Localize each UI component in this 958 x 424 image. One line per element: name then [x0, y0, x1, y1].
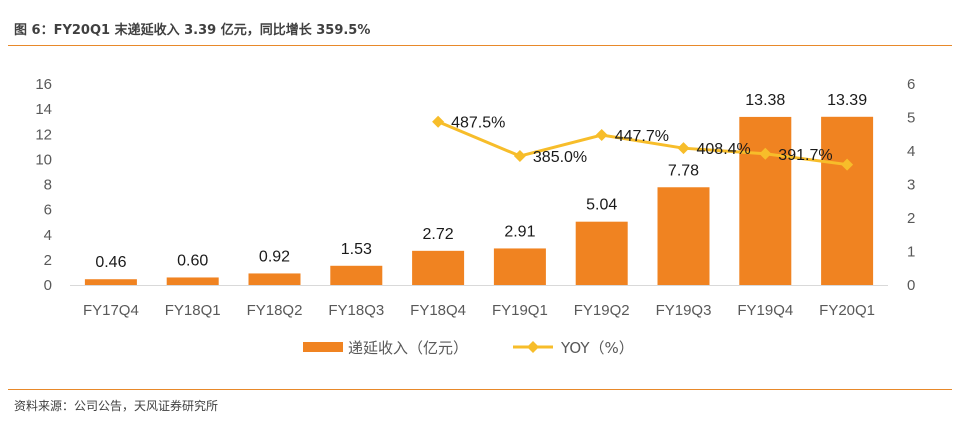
category-axis: FY17Q4 FY18Q1 FY18Q2 FY18Q3 FY18Q4 FY19Q1 FY19… — [83, 302, 875, 319]
category-label: FY17Q4 — [83, 302, 139, 319]
category-label: FY19Q3 — [656, 302, 712, 319]
yoy-point — [759, 147, 772, 160]
left-tick-label: 6 — [44, 202, 52, 219]
bar — [412, 250, 465, 285]
bar — [166, 277, 219, 285]
bar-series — [84, 116, 874, 286]
bar-data-label: 0.92 — [259, 248, 290, 265]
line-series — [432, 115, 854, 171]
yoy-data-label: 447.7% — [615, 128, 669, 145]
yoy-point — [595, 129, 608, 142]
right-tick-label: 5 — [907, 110, 915, 127]
legend-line-label: YOY（%） — [560, 339, 634, 357]
yoy-point — [841, 158, 854, 171]
bar-data-label: 13.38 — [745, 92, 785, 109]
bar-data-label: 0.60 — [177, 252, 208, 269]
bar — [657, 187, 710, 285]
category-label: FY19Q2 — [574, 302, 630, 319]
legend-bar-label: 递延收入（亿元） — [348, 339, 468, 357]
right-tick-label: 2 — [907, 210, 915, 227]
bar — [739, 116, 792, 285]
footer-rule — [8, 389, 952, 390]
category-label: FY18Q2 — [247, 302, 303, 319]
yoy-point — [677, 142, 690, 155]
legend-line-marker — [527, 341, 539, 353]
bar — [493, 248, 546, 285]
yoy-point — [432, 115, 445, 128]
left-tick-label: 4 — [44, 227, 52, 244]
yoy-data-label: 408.4% — [697, 141, 751, 158]
right-axis: 0 1 2 3 4 5 6 — [907, 76, 915, 294]
line-data-labels: 487.5% 385.0% 447.7% 408.4% 391.7% — [451, 115, 832, 166]
left-tick-label: 16 — [35, 76, 52, 93]
yoy-line — [437, 120, 848, 167]
left-tick-label: 10 — [35, 151, 52, 168]
left-tick-label: 8 — [44, 177, 52, 194]
legend: 递延收入（亿元） YOY（%） — [303, 339, 634, 357]
right-tick-label: 1 — [907, 244, 915, 261]
category-label: FY19Q1 — [492, 302, 548, 319]
category-label: FY20Q1 — [819, 302, 875, 319]
bar — [575, 221, 628, 285]
bar-data-label: 1.53 — [341, 241, 372, 258]
category-label: FY19Q4 — [737, 302, 793, 319]
bar-data-label: 0.46 — [95, 254, 126, 271]
bar-data-label: 13.39 — [827, 92, 867, 109]
left-tick-label: 14 — [35, 101, 52, 118]
title-rule — [8, 45, 952, 46]
category-label: FY18Q4 — [410, 302, 466, 319]
legend-bar-swatch — [303, 342, 343, 352]
bar-data-label: 7.78 — [668, 162, 699, 179]
bar-data-label: 5.04 — [586, 197, 617, 214]
source-note: 资料来源：公司公告，天风证券研究所 — [14, 399, 219, 413]
right-tick-label: 0 — [907, 277, 915, 294]
bar — [248, 273, 301, 285]
yoy-point — [513, 150, 526, 163]
bar-data-label: 2.72 — [423, 226, 454, 243]
bar — [821, 116, 874, 286]
left-tick-label: 2 — [44, 252, 52, 269]
category-label: FY18Q3 — [328, 302, 384, 319]
right-tick-label: 3 — [907, 177, 915, 194]
figure-title: 图 6：FY20Q1 末递延收入 3.39 亿元，同比增长 359.5% — [14, 23, 371, 38]
bar — [330, 265, 383, 285]
left-tick-label: 0 — [44, 277, 52, 294]
left-axis: 0 2 4 6 8 10 12 14 16 — [35, 76, 888, 294]
bar — [84, 279, 137, 285]
bar-data-label: 2.91 — [504, 223, 535, 240]
category-label: FY18Q1 — [165, 302, 221, 319]
bar-data-labels: 0.46 0.60 0.92 1.53 2.72 2.91 5.04 7.78 13.38 13.… — [95, 92, 867, 271]
left-tick-label: 12 — [35, 126, 52, 143]
yoy-data-label: 487.5% — [451, 115, 505, 132]
right-tick-label: 4 — [907, 143, 915, 160]
yoy-data-label: 385.0% — [533, 149, 587, 166]
right-tick-label: 6 — [907, 76, 915, 93]
yoy-data-label: 391.7% — [778, 147, 832, 164]
